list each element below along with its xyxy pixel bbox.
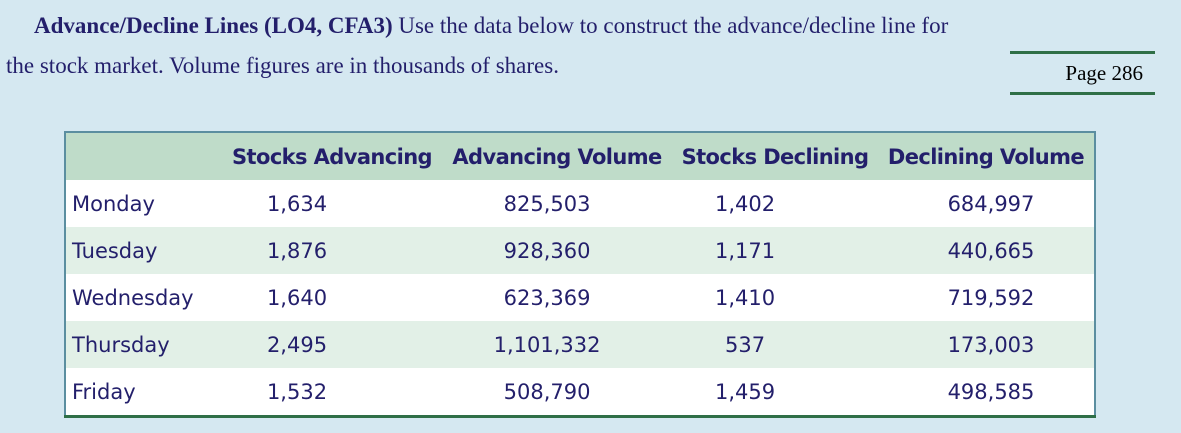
table-row: Monday 1,634 825,503 1,402 684,997 — [65, 180, 1095, 227]
day-cell: Wednesday — [65, 274, 222, 321]
stocks-advancing-cell: 1,532 — [222, 368, 443, 417]
stocks-declining-cell: 1,171 — [672, 227, 878, 274]
header-advancing-volume: Advancing Volume — [442, 132, 673, 180]
advancing-volume-cell: 928,360 — [442, 227, 673, 274]
table-row: Friday 1,532 508,790 1,459 498,585 — [65, 368, 1095, 417]
stocks-advancing-cell: 1,640 — [222, 274, 443, 321]
advancing-volume-cell: 508,790 — [442, 368, 673, 417]
advancing-volume-cell: 623,369 — [442, 274, 673, 321]
problem-heading: Advance/Decline Lines (LO4, CFA3) — [34, 13, 393, 38]
advancing-volume-cell: 825,503 — [442, 180, 673, 227]
header-stocks-advancing: Stocks Advancing — [222, 132, 443, 180]
declining-volume-cell: 173,003 — [877, 321, 1095, 368]
table-row: Tuesday 1,876 928,360 1,171 440,665 — [65, 227, 1095, 274]
day-cell: Tuesday — [65, 227, 222, 274]
stocks-advancing-cell: 2,495 — [222, 321, 443, 368]
declining-volume-cell: 498,585 — [877, 368, 1095, 417]
declining-volume-cell: 719,592 — [877, 274, 1095, 321]
advancing-volume-cell: 1,101,332 — [442, 321, 673, 368]
stock-data-table: Stocks Advancing Advancing Volume Stocks… — [64, 131, 1096, 418]
declining-volume-cell: 684,997 — [877, 180, 1095, 227]
stocks-declining-cell: 1,410 — [672, 274, 878, 321]
table-row: Wednesday 1,640 623,369 1,410 719,592 — [65, 274, 1095, 321]
header-declining-volume: Declining Volume — [877, 132, 1095, 180]
day-cell: Friday — [65, 368, 222, 417]
table-row: Thursday 2,495 1,101,332 537 173,003 — [65, 321, 1095, 368]
day-cell: Monday — [65, 180, 222, 227]
stocks-declining-cell: 537 — [672, 321, 878, 368]
problem-text-2: the stock market. Volume figures are in … — [6, 53, 559, 78]
problem-text-1: Use the data below to construct the adva… — [398, 13, 949, 38]
stocks-declining-cell: 1,402 — [672, 180, 878, 227]
stocks-advancing-cell: 1,876 — [222, 227, 443, 274]
stocks-declining-cell: 1,459 — [672, 368, 878, 417]
page-reference: Page 286 — [1010, 51, 1155, 95]
header-blank — [65, 132, 222, 180]
stocks-advancing-cell: 1,634 — [222, 180, 443, 227]
table-header-row: Stocks Advancing Advancing Volume Stocks… — [65, 132, 1095, 180]
problem-statement: Advance/Decline Lines (LO4, CFA3) Use th… — [6, 6, 1176, 86]
header-stocks-declining: Stocks Declining — [672, 132, 878, 180]
declining-volume-cell: 440,665 — [877, 227, 1095, 274]
problem-line-1: Advance/Decline Lines (LO4, CFA3) Use th… — [6, 6, 1176, 46]
day-cell: Thursday — [65, 321, 222, 368]
